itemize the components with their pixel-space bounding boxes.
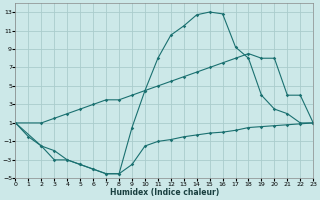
X-axis label: Humidex (Indice chaleur): Humidex (Indice chaleur)	[110, 188, 219, 197]
